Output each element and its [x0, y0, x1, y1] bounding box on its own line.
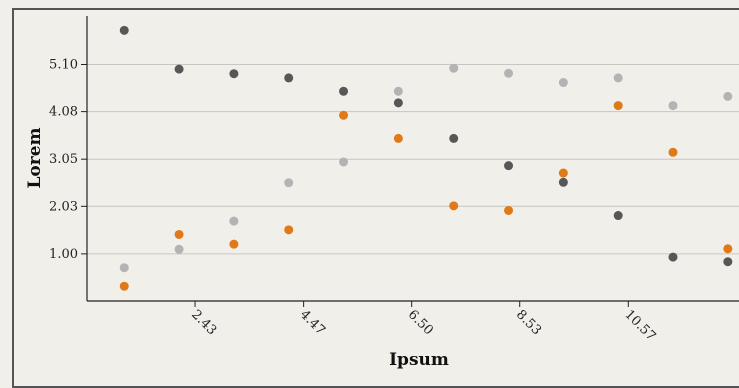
scatter-chart: 1.00 2.03 3.05 4.08 5.10 2.43 4.47 6.50 8.53 10.5…: [25, 16, 739, 370]
y-axis-title: Lorem: [25, 127, 45, 188]
data-point-series-3: [723, 244, 733, 254]
data-point-series-1: [504, 161, 514, 171]
y-tick-label: 1.00: [49, 247, 78, 262]
data-points: [119, 25, 733, 291]
data-point-series-2: [339, 157, 349, 167]
y-tick-label: 3.05: [49, 152, 78, 167]
data-point-series-2: [558, 78, 568, 88]
data-point-series-3: [229, 239, 239, 249]
data-point-series-1: [449, 133, 459, 143]
data-point-series-1: [339, 86, 349, 96]
grid-lines: [87, 64, 739, 255]
data-point-series-3: [119, 281, 129, 291]
data-point-series-2: [449, 63, 459, 73]
y-tick-label: 5.10: [49, 58, 78, 73]
data-point-series-3: [613, 101, 623, 111]
data-point-series-2: [284, 178, 294, 188]
data-point-series-1: [284, 73, 294, 83]
data-point-series-1: [723, 257, 733, 267]
x-tick-label: 10.57: [621, 307, 658, 344]
axes: [86, 16, 739, 302]
x-tick-label: 4.47: [297, 307, 328, 338]
data-point-series-2: [119, 263, 129, 273]
data-point-series-2: [174, 244, 184, 254]
x-tick-label: 8.53: [513, 307, 544, 338]
x-tick-label: 6.50: [405, 307, 436, 338]
data-point-series-1: [558, 177, 568, 187]
data-point-series-1: [174, 64, 184, 74]
data-point-series-3: [668, 147, 678, 157]
x-axis-title: Ipsum: [389, 350, 449, 370]
data-point-series-3: [504, 205, 514, 215]
data-point-series-1: [668, 252, 678, 262]
data-point-series-1: [613, 211, 623, 221]
chart-frame: [12, 8, 739, 388]
data-point-series-3: [174, 229, 184, 239]
data-point-series-2: [229, 216, 239, 226]
data-point-series-1: [393, 98, 403, 108]
data-point-series-3: [558, 168, 568, 178]
data-point-series-1: [229, 69, 239, 79]
x-tick-label: 2.43: [188, 307, 219, 338]
data-point-series-2: [504, 68, 514, 78]
data-point-series-3: [284, 225, 294, 235]
data-point-series-3: [393, 133, 403, 143]
y-tick-label: 2.03: [49, 199, 78, 214]
data-point-series-2: [668, 101, 678, 111]
data-point-series-2: [393, 86, 403, 96]
y-tick-label: 4.08: [49, 105, 78, 120]
data-point-series-2: [723, 91, 733, 101]
data-point-series-1: [119, 25, 129, 35]
data-point-series-3: [339, 110, 349, 120]
data-point-series-2: [613, 73, 623, 83]
data-point-series-3: [449, 201, 459, 211]
